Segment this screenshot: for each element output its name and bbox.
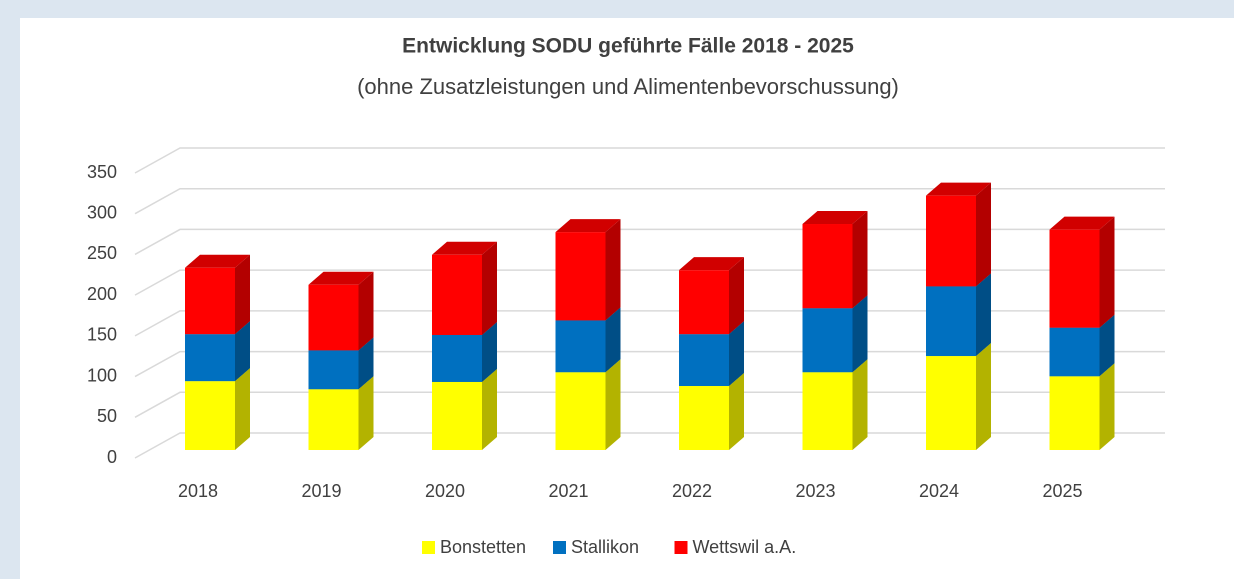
x-tick-label: 2020 [425,481,465,501]
bar-side [729,321,744,387]
grid-line [134,187,1165,215]
bar-front [679,270,729,335]
y-tick-label: 200 [87,284,117,304]
bar-side [976,182,991,287]
x-tick-label: 2018 [178,481,218,501]
bar-segment [926,343,991,450]
bar-top [802,211,868,225]
chart-title: Entwicklung SODU geführte Fälle 2018 - 2… [402,35,854,58]
bar-side [1099,314,1115,377]
bar-front [1049,327,1100,377]
bar-side [1099,216,1115,328]
chart-subtitle: (ohne Zusatzleistungen und Alimentenbevo… [357,74,899,99]
bar-side [976,273,991,357]
bar-front [926,356,976,450]
bar-side [605,219,621,321]
bar-front [432,334,482,382]
bar-front [802,224,853,309]
bar-side [482,368,497,450]
legend-swatch [553,541,566,554]
bar-front [308,284,359,351]
legend-label: Stallikon [571,537,639,557]
y-tick-label: 300 [87,202,117,222]
bar-side [852,359,868,450]
bar-segment [1049,363,1115,450]
bar-top [926,182,991,196]
bar-front [926,195,976,287]
legend-swatch [422,541,435,554]
bar-front [185,267,235,335]
y-tick-label: 150 [87,325,117,345]
bar-front [185,381,235,450]
bar-side [358,337,374,390]
bar-front [1049,229,1100,328]
bar-top [432,241,497,255]
bar-front [679,334,729,387]
bar-segment [308,271,374,351]
legend-label: Bonstetten [440,537,526,557]
x-tick-label: 2025 [1042,481,1082,501]
bar-front [432,254,482,335]
bar-segment [802,359,868,450]
bar-side [1099,363,1115,450]
bar-side [605,307,621,373]
bar-segment [308,376,374,450]
bar-side [729,257,744,335]
legend-label: Wettswil a.A. [693,537,797,557]
bar-segment [926,182,991,287]
bar-top [1049,216,1115,230]
bar-front [802,372,853,450]
bar-front [679,386,729,450]
bar-side [482,321,497,382]
y-tick-label: 350 [87,162,117,182]
bar-side [235,254,250,335]
bar-front [555,372,606,450]
y-tick-label: 50 [97,406,117,426]
y-tick-label: 0 [107,447,117,467]
bar-side [976,343,991,450]
bar-front [802,308,853,373]
bar-side [852,211,868,309]
bar-segment [185,254,250,335]
bar-front [308,350,359,390]
bar-side [482,241,497,335]
bar-front [555,232,606,321]
bar-front [185,334,235,382]
bar-top [679,257,744,271]
y-tick-label: 250 [87,243,117,263]
y-tick-label: 100 [87,365,117,385]
x-tick-label: 2021 [548,481,588,501]
grid-line [134,147,1165,174]
bar-segment [1049,216,1115,328]
bar-top [185,254,250,268]
bar-side [235,368,250,450]
bar-side [235,321,250,382]
bar-front [308,389,359,450]
x-tick-label: 2024 [919,481,959,501]
bar-front [926,286,976,357]
bar-side [358,271,374,351]
bar-top [308,271,374,285]
bar-segment [555,219,621,321]
bar-segment [802,211,868,309]
x-tick-label: 2023 [795,481,835,501]
bar-segment [432,368,497,450]
x-tick-label: 2019 [301,481,341,501]
bar-side [605,359,621,450]
legend-swatch [674,541,688,554]
bar-top [555,219,621,233]
bar-segment [555,359,621,450]
bar-front [1049,376,1100,450]
bar-side [852,295,868,373]
bar-front [555,320,606,373]
bar-segment [679,257,744,335]
bar-side [729,373,744,450]
x-tick-label: 2022 [672,481,712,501]
bar-front [432,381,482,450]
bar-side [358,376,374,450]
bar-segment [432,241,497,335]
